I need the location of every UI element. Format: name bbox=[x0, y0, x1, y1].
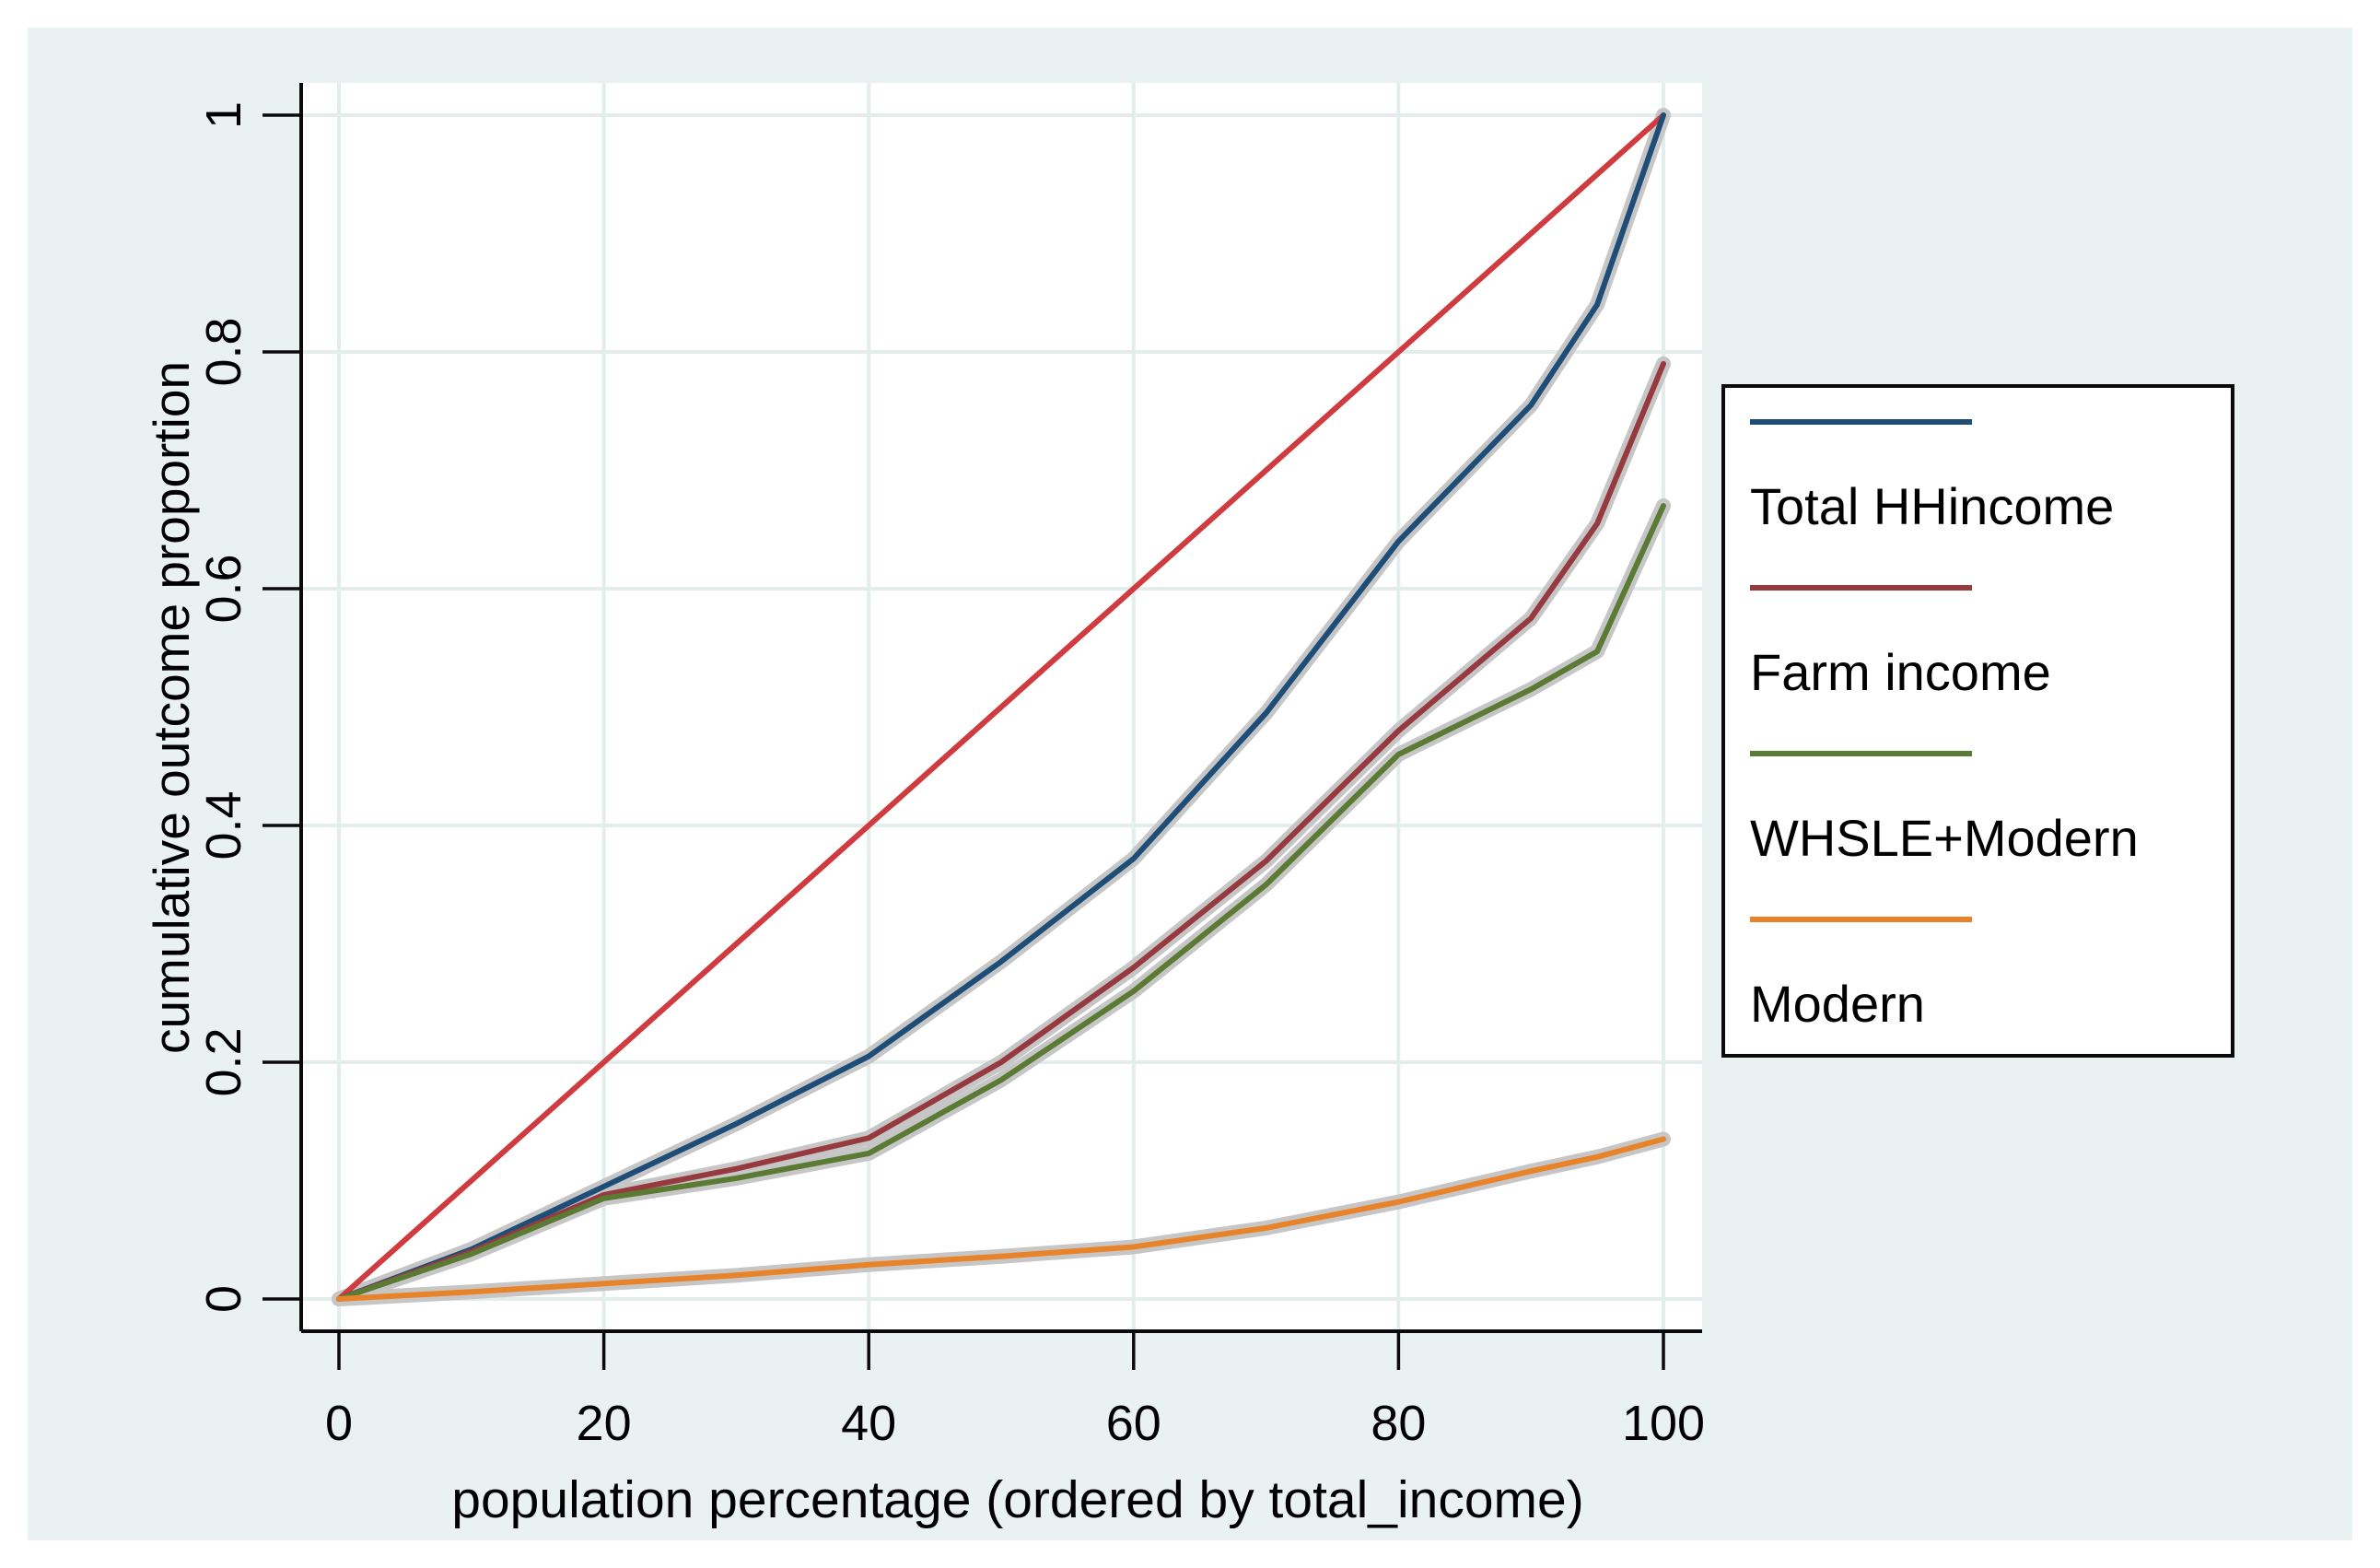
legend-line-swatch bbox=[1750, 917, 1972, 922]
x-tick-label: 60 bbox=[1105, 1396, 1161, 1451]
x-tick-label: 40 bbox=[841, 1396, 897, 1451]
y-tick-label: 1 bbox=[196, 100, 251, 130]
legend-label: WHSLE+Modern bbox=[1750, 809, 2139, 867]
x-axis-title: population percentage (ordered by total_… bbox=[451, 1470, 1584, 1529]
legend-line-swatch bbox=[1750, 751, 1972, 756]
y-tick-label: 0.2 bbox=[196, 1027, 251, 1097]
legend-box: Total HHincome Farm income WHSLE+Modern Mod… bbox=[1721, 384, 2234, 1058]
series-line-farm-income bbox=[336, 360, 1666, 1302]
series-line-line-of-equality bbox=[336, 112, 1666, 1302]
legend-label: Total HHincome bbox=[1750, 477, 2115, 535]
series-line-total-hhincome bbox=[336, 112, 1666, 1302]
legend-label: Farm income bbox=[1750, 643, 2051, 701]
y-tick-label: 0.8 bbox=[196, 317, 251, 387]
series-line-modern bbox=[336, 1136, 1666, 1302]
y-tick-label: 0 bbox=[196, 1284, 251, 1314]
x-tick-label: 20 bbox=[576, 1396, 632, 1451]
x-tick-label: 0 bbox=[324, 1396, 354, 1451]
legend-line-swatch bbox=[1750, 419, 1972, 425]
series-line-whsle-modern bbox=[336, 503, 1666, 1302]
x-tick-label: 80 bbox=[1371, 1396, 1427, 1451]
x-tick-label: 100 bbox=[1621, 1396, 1706, 1451]
legend-label: Modern bbox=[1750, 975, 1925, 1033]
y-axis-title: cumulative outcome proportion bbox=[143, 360, 200, 1055]
y-tick-label: 0.6 bbox=[196, 554, 251, 624]
legend-line-swatch bbox=[1750, 585, 1972, 591]
y-tick-label: 0.4 bbox=[196, 790, 251, 860]
